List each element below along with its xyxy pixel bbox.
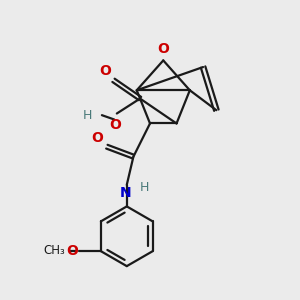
Text: O: O [66, 244, 78, 257]
Text: O: O [157, 42, 169, 56]
Text: H: H [140, 181, 149, 194]
Text: CH₃: CH₃ [44, 244, 65, 257]
Text: O: O [99, 64, 111, 78]
Text: O: O [109, 118, 121, 133]
Text: O: O [92, 131, 103, 145]
Text: N: N [119, 187, 131, 200]
Text: H: H [82, 109, 92, 122]
